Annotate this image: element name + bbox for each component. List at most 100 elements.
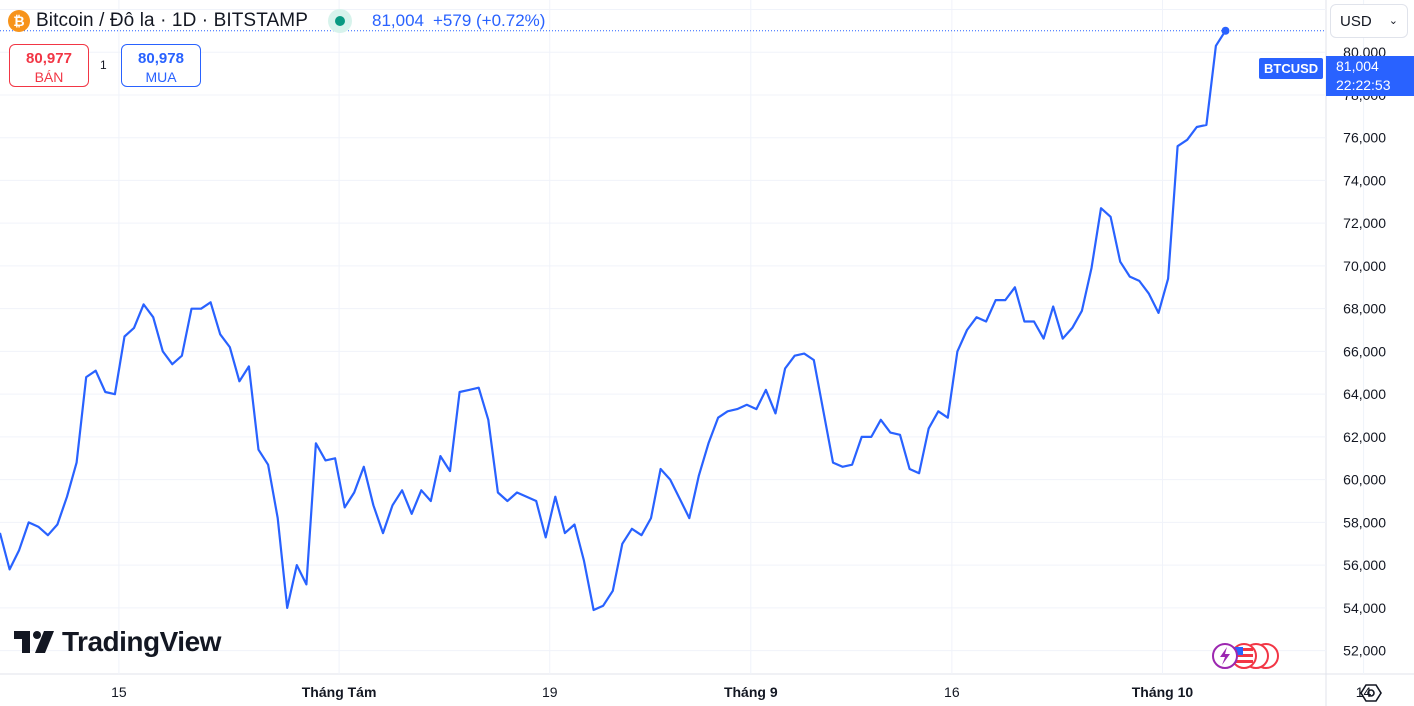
price-point	[305, 583, 307, 586]
price-point	[928, 427, 930, 429]
bar-countdown: 22:22:53	[1336, 77, 1391, 93]
tradingview-logo-text: TradingView	[62, 626, 221, 657]
price-point	[803, 353, 805, 355]
price-point	[28, 521, 30, 524]
price-point	[851, 464, 853, 466]
price-point	[841, 466, 844, 468]
y-tick-label: 52,000	[1343, 643, 1386, 659]
price-point	[535, 500, 537, 502]
price-line	[0, 30, 1227, 612]
price-point	[746, 404, 748, 406]
chart-header: ₿ Bitcoin / Đô la · 1D · BITSTAMP 81,004…	[8, 7, 554, 35]
y-tick-label: 54,000	[1343, 600, 1386, 616]
price-point	[564, 532, 566, 534]
price-point	[727, 410, 729, 412]
symbol-price-label: BTCUSD	[1259, 58, 1324, 79]
header-change: +579 (+0.72%)	[432, 11, 546, 30]
price-point	[296, 564, 298, 566]
price-point	[621, 543, 623, 545]
last-price-value: 81,004	[1336, 58, 1379, 74]
price-point	[152, 316, 154, 318]
price-point	[449, 470, 451, 472]
price-point	[861, 436, 863, 438]
price-point	[56, 523, 59, 526]
price-point	[822, 410, 825, 412]
buy-button[interactable]: 80,978 MUA	[121, 44, 201, 87]
tradingview-logo[interactable]: TradingView	[14, 626, 221, 658]
x-tick-label: Tháng Tám	[302, 684, 377, 700]
price-point	[870, 436, 872, 438]
price-point	[430, 500, 432, 502]
price-point	[602, 605, 604, 607]
price-point	[1052, 305, 1054, 308]
price-point	[1100, 207, 1102, 209]
y-tick-label: 56,000	[1343, 557, 1386, 573]
price-point	[459, 391, 461, 393]
price-point	[1014, 286, 1016, 288]
price-point	[1081, 310, 1083, 312]
price-point	[947, 417, 949, 419]
y-tick-label: 74,000	[1343, 172, 1386, 188]
order-quantity[interactable]: 1	[100, 58, 107, 72]
price-point	[516, 491, 518, 494]
y-tick-label: 66,000	[1343, 343, 1386, 359]
price-point	[506, 500, 508, 502]
price-point	[0, 532, 1, 534]
price-point	[794, 355, 796, 357]
price-point	[420, 489, 422, 491]
price-point	[669, 479, 671, 481]
price-point	[497, 491, 499, 494]
price-point	[468, 389, 470, 391]
price-point	[717, 417, 719, 419]
bitcoin-icon: ₿	[8, 10, 30, 32]
price-point	[382, 532, 384, 534]
x-tick-label: Tháng 9	[724, 684, 778, 700]
x-tick-label: 14	[1356, 684, 1372, 700]
price-point	[631, 528, 633, 530]
price-point	[238, 380, 240, 382]
currency-select[interactable]: USD ⌄	[1330, 4, 1408, 38]
price-point	[899, 434, 901, 436]
price-point	[1071, 327, 1073, 329]
price-point	[774, 412, 777, 414]
price-axis[interactable]: 52,000 54,000 56,000 58,000 60,000 62,000 64,0…	[1343, 1, 1386, 658]
price-point	[18, 549, 20, 551]
price-point	[1196, 126, 1198, 128]
price-point	[554, 496, 556, 498]
symbol-title[interactable]: Bitcoin / Đô la · 1D · BITSTAMP	[36, 10, 308, 31]
price-point	[219, 333, 221, 335]
price-point	[85, 376, 87, 378]
y-tick-label: 70,000	[1343, 258, 1386, 274]
last-price-dot	[1221, 26, 1230, 35]
x-tick-label: 15	[111, 684, 127, 700]
price-point	[1157, 312, 1160, 314]
price-point	[1033, 320, 1035, 323]
sell-label: BÁN	[34, 69, 64, 85]
price-points	[0, 30, 1227, 611]
price-point	[1119, 261, 1121, 263]
y-tick-label: 76,000	[1343, 130, 1386, 146]
price-point	[9, 568, 11, 571]
market-open-dot-icon[interactable]	[327, 9, 352, 33]
price-point	[1129, 276, 1131, 278]
price-point	[976, 316, 978, 318]
price-point	[832, 462, 834, 464]
economic-events-flags-icon[interactable]	[1210, 641, 1282, 671]
price-point	[267, 464, 269, 466]
price-point	[1167, 278, 1169, 280]
price-point	[1062, 338, 1064, 340]
sell-button[interactable]: 80,977 BÁN	[9, 44, 89, 87]
y-tick-label: 60,000	[1343, 472, 1386, 488]
price-point	[784, 367, 786, 370]
price-point	[583, 560, 585, 562]
price-point	[104, 391, 106, 393]
price-point	[133, 327, 135, 329]
settings-hexagon-icon[interactable]	[1360, 682, 1382, 704]
price-point	[210, 301, 212, 303]
price-point	[286, 607, 288, 609]
price-point	[573, 523, 576, 526]
price-point	[880, 419, 882, 421]
y-tick-label: 62,000	[1343, 429, 1386, 445]
